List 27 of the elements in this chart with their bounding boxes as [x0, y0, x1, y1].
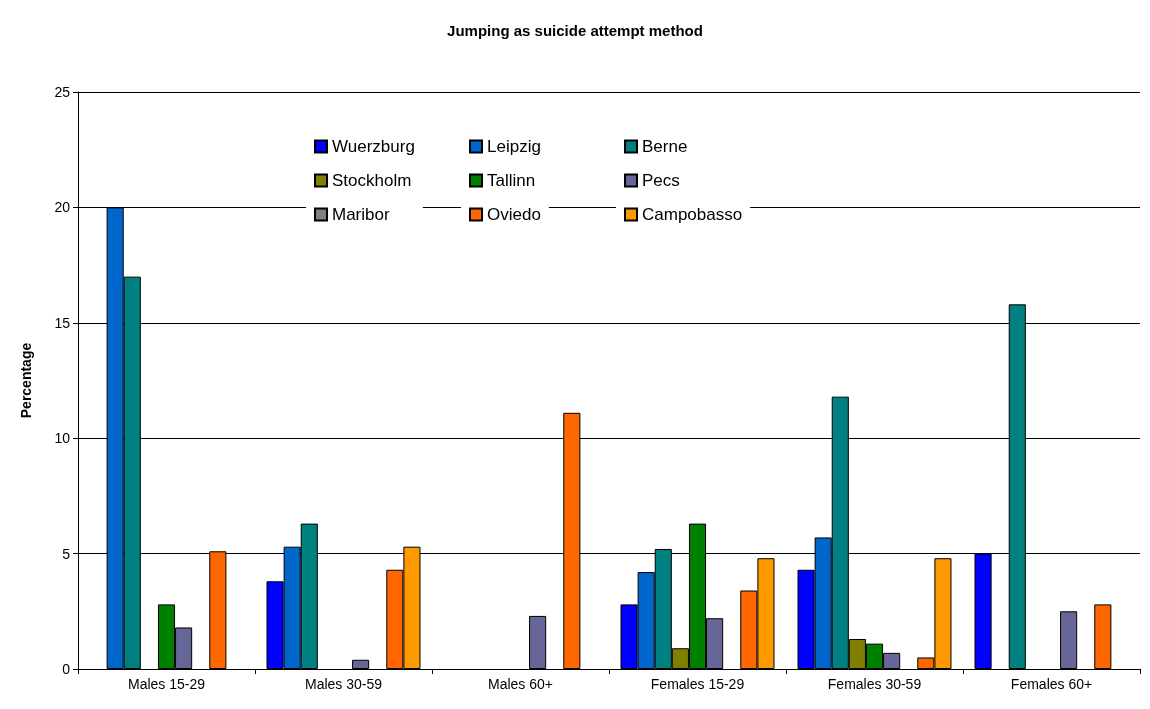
legend-label: Maribor: [332, 205, 390, 224]
x-tick-label: Females 15-29: [650, 676, 745, 692]
legend-label: Oviedo: [487, 205, 541, 224]
x-tick-label: Males 15-29: [127, 676, 206, 692]
y-tick-label: 20: [54, 199, 71, 216]
legend-label: Pecs: [642, 171, 680, 190]
x-tick-label: Females 60+: [1010, 676, 1093, 692]
legend-label: Stockholm: [332, 171, 412, 190]
legend-label: Wuerzburg: [332, 137, 415, 156]
bar: [1060, 611, 1078, 669]
bar: [1094, 604, 1112, 669]
legend-label: Berne: [642, 137, 688, 156]
bar: [352, 659, 370, 669]
y-tick-label: 15: [54, 314, 71, 331]
legend-label: Campobasso: [642, 205, 743, 224]
y-tick-label: 5: [62, 545, 71, 562]
y-tick-label: 25: [54, 84, 71, 100]
y-tick-label: 10: [54, 430, 71, 447]
legend-label: Leipzig: [487, 137, 541, 156]
x-tick-label: Females 30-59: [827, 676, 922, 692]
legend-label: Tallinn: [487, 171, 536, 190]
y-tick-label: 0: [62, 661, 71, 677]
chart-title: Jumping as suicide attempt method: [447, 22, 703, 39]
bar: [529, 615, 547, 669]
x-tick-label: Males 30-59: [304, 676, 383, 692]
x-tick-label: Males 60+: [488, 676, 553, 692]
y-axis-title: Percentage: [18, 342, 34, 419]
